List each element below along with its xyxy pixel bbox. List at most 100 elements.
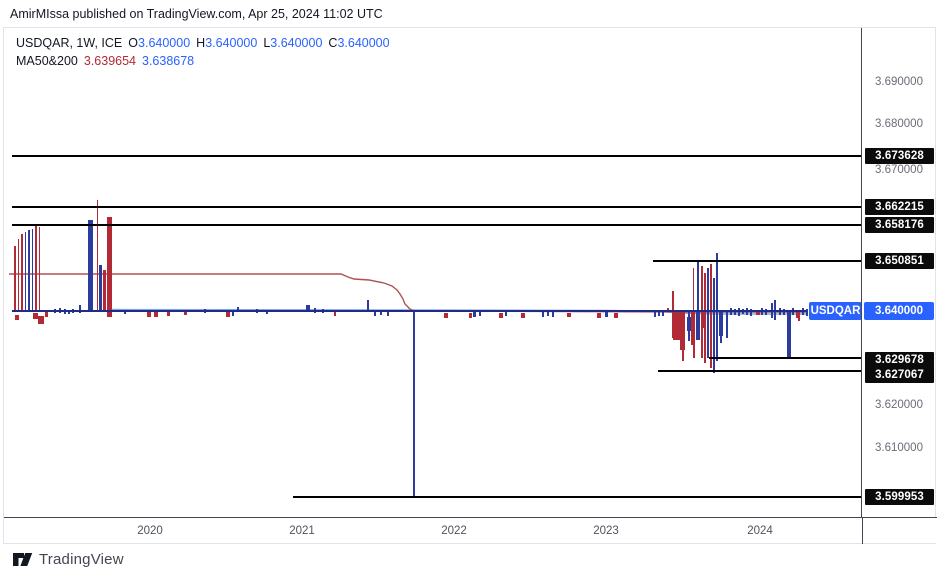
- candle-mark: [14, 246, 16, 312]
- tradingview-logo-icon: [13, 553, 33, 566]
- price-axis-tick: 3.670000: [875, 164, 923, 176]
- publish-byline: AmirMIssa published on TradingView.com, …: [10, 7, 383, 21]
- candle-mark: [444, 313, 448, 318]
- candle-mark: [306, 305, 310, 311]
- candle-mark: [542, 312, 544, 317]
- price-level-label: 3.673628: [865, 148, 934, 164]
- candle-mark: [726, 312, 728, 338]
- candle-mark: [499, 313, 503, 318]
- candle-mark: [716, 253, 718, 361]
- candle-mark: [693, 345, 695, 358]
- candle-mark: [691, 312, 695, 345]
- candle-mark: [88, 220, 93, 312]
- candle-mark: [266, 310, 268, 314]
- ma200-value: 3.638678: [142, 54, 195, 68]
- candle-mark: [17, 239, 19, 312]
- candle-mark: [479, 312, 481, 316]
- candle-mark: [738, 308, 740, 316]
- price-level-line: [709, 357, 863, 359]
- time-axis[interactable]: 2020 2021 2022 2023 2024: [4, 517, 937, 544]
- ma50-line: [9, 273, 807, 313]
- candle-mark: [662, 311, 664, 316]
- candle-mark: [710, 264, 712, 368]
- price-axis-tick: 3.620000: [875, 399, 923, 411]
- price-level-line: [12, 206, 863, 208]
- close-value: 3.640000: [337, 36, 390, 50]
- price-level-label: 3.599953: [865, 489, 934, 505]
- candle-mark: [567, 313, 571, 317]
- candle-mark: [720, 336, 722, 343]
- candle-mark: [96, 200, 98, 312]
- candle-mark: [654, 312, 656, 317]
- candle-mark: [334, 312, 336, 316]
- chart-legend: USDQAR, 1W, ICE O3.640000 H3.640000 L3.6400…: [16, 34, 390, 70]
- chart-plot-area[interactable]: USDQAR, 1W, ICE O3.640000 H3.640000 L3.6400…: [4, 28, 863, 518]
- candle-mark: [31, 229, 33, 312]
- candle-mark: [704, 273, 706, 363]
- chart-widget: USDQAR, 1W, ICE O3.640000 H3.640000 L3.6400…: [3, 27, 937, 544]
- candle-mark: [33, 313, 38, 319]
- high-value: 3.640000: [205, 36, 258, 50]
- year-label: 2023: [593, 524, 619, 537]
- price-level-line: [653, 260, 863, 262]
- candle-mark: [552, 312, 554, 317]
- price-axis[interactable]: 3.673628 3.662215 3.658176 3.650851 3.629678…: [861, 28, 935, 518]
- candle-mark: [106, 217, 112, 317]
- year-label: 2024: [747, 524, 773, 537]
- candle-mark: [38, 316, 44, 324]
- candle-mark: [750, 309, 752, 316]
- candle-mark: [147, 312, 151, 317]
- candle-mark: [79, 305, 81, 313]
- candle-mark: [469, 313, 472, 318]
- moving-average-lines: [9, 273, 807, 315]
- candle-mark: [124, 310, 126, 314]
- candle-mark: [387, 312, 389, 316]
- candle-mark: [707, 268, 709, 358]
- candle-mark: [702, 312, 706, 328]
- candle-mark: [28, 230, 30, 312]
- price-baseline: [12, 310, 807, 312]
- year-label: 2022: [441, 524, 467, 537]
- candle-mark: [697, 261, 699, 312]
- price-level-label: 3.627067: [865, 367, 934, 383]
- candle-mark: [473, 312, 476, 317]
- price-level-line: [12, 155, 863, 157]
- candle-mark: [798, 318, 800, 321]
- candle-mark: [521, 313, 525, 318]
- price-level-label: 3.662215: [865, 199, 934, 215]
- price-axis-tick: 3.610000: [875, 442, 923, 454]
- candle-mark: [68, 310, 70, 314]
- candle-mark: [734, 309, 736, 315]
- tradingview-footer: TradingView: [12, 551, 124, 568]
- price-level-line: [12, 224, 863, 226]
- candle-mark: [787, 312, 791, 359]
- price-axis-tick: 3.690000: [875, 76, 923, 88]
- price-level-line: [293, 496, 863, 498]
- legend-symbol: USDQAR, 1W, ICE: [16, 36, 123, 50]
- high-label: H: [196, 36, 206, 50]
- price-level-label: 3.629678: [865, 352, 934, 368]
- candle-mark: [547, 312, 549, 316]
- candle-mark: [167, 312, 170, 316]
- candle-mark: [783, 309, 785, 315]
- candle-mark: [696, 312, 700, 340]
- tradingview-logo-text: TradingView: [39, 551, 124, 568]
- candle-mark: [765, 309, 767, 315]
- candle-mark: [45, 312, 48, 317]
- ma-label: MA50&200: [16, 54, 78, 68]
- candle-mark: [680, 312, 685, 350]
- candle-mark: [505, 312, 507, 316]
- candle-mark: [232, 311, 234, 316]
- candle-mark: [15, 315, 19, 320]
- candle-mark: [413, 312, 415, 497]
- price-level-line: [658, 370, 863, 372]
- year-label: 2020: [137, 524, 163, 537]
- close-label: C: [328, 36, 338, 50]
- candle-mark: [614, 313, 618, 318]
- candle-mark: [21, 234, 23, 312]
- candle-mark: [682, 350, 684, 361]
- legend-symbol-row: USDQAR, 1W, ICE O3.640000 H3.640000 L3.6400…: [16, 34, 390, 52]
- symbol-price-flag: USDQAR: [809, 302, 862, 320]
- candle-mark: [24, 232, 26, 312]
